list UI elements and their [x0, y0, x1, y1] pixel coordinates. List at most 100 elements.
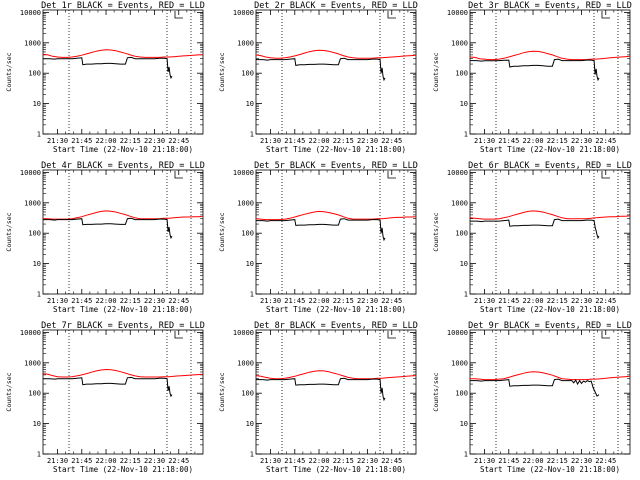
x-axis-label: Start Time (22-Nov-10 21:18:00) — [266, 145, 406, 154]
chart-panel-3: Det 3r BLACK = Events, RED = LLD 1 10 100 10… — [432, 1, 632, 154]
x-axis-label: Start Time (22-Nov-10 21:18:00) — [53, 465, 193, 474]
series-lld-line — [42, 49, 204, 58]
x-tick-label: 22:15 — [547, 137, 568, 145]
interval-marker — [174, 331, 183, 339]
x-tick-label: 22:00 — [95, 297, 116, 305]
x-tick-label: 21:30 — [474, 457, 495, 465]
x-tick-label: 22:45 — [381, 137, 402, 145]
y-tick-label: 1 — [250, 131, 254, 139]
chart-title: Det 6r BLACK = Events, RED = LLD — [468, 161, 632, 171]
y-tick-label: 100 — [455, 70, 468, 78]
y-tick-label: 1000 — [237, 359, 254, 367]
plot-frame — [42, 169, 204, 295]
x-tick-label: 21:30 — [260, 297, 281, 305]
y-tick-label: 10 — [33, 420, 41, 428]
y-tick-label: 1 — [250, 451, 254, 459]
x-tick-label: 22:15 — [120, 137, 141, 145]
x-tick-label: 22:15 — [333, 137, 354, 145]
series-lld-line — [470, 371, 631, 381]
chart-title: Det 4r BLACK = Events, RED = LLD — [41, 161, 205, 171]
x-tick-label: 22:45 — [381, 457, 402, 465]
x-tick-label: 22:00 — [308, 457, 329, 465]
y-tick-label: 10000 — [20, 329, 41, 337]
chart-panel-4: Det 4r BLACK = Events, RED = LLD 1 10 100 10… — [5, 161, 205, 314]
interval-marker — [387, 11, 396, 19]
x-tick-label: 22:15 — [333, 457, 354, 465]
y-tick-label: 10 — [246, 100, 254, 108]
x-tick-label: 22:30 — [144, 137, 165, 145]
x-tick-label: 22:45 — [381, 297, 402, 305]
x-tick-label: 22:30 — [357, 137, 378, 145]
x-tick-label: 22:45 — [168, 297, 189, 305]
x-tick-label: 22:00 — [308, 137, 329, 145]
series-events-line — [470, 378, 600, 397]
x-tick-label: 22:15 — [333, 297, 354, 305]
chart-title: Det 9r BLACK = Events, RED = LLD — [468, 321, 632, 331]
y-tick-label: 100 — [28, 230, 41, 238]
x-tick-label: 21:30 — [260, 457, 281, 465]
x-tick-label: 22:30 — [144, 457, 165, 465]
x-tick-label: 22:00 — [522, 297, 543, 305]
series-lld-line — [469, 210, 631, 220]
series-events-line — [256, 377, 386, 402]
y-tick-label: 10000 — [233, 9, 254, 17]
plot-frame — [469, 169, 631, 295]
x-tick-label: 22:30 — [571, 297, 592, 305]
x-tick-label: 21:45 — [498, 137, 519, 145]
x-axis-label: Start Time (22-Nov-10 21:18:00) — [480, 145, 620, 154]
x-tick-label: 22:45 — [168, 137, 189, 145]
plot-frame — [42, 9, 204, 135]
series-lld-line — [42, 368, 204, 378]
y-tick-label: 10000 — [447, 169, 468, 177]
y-axis-label: Counts/sec — [218, 372, 226, 411]
x-tick-label: 22:15 — [547, 457, 568, 465]
x-tick-label: 22:45 — [595, 297, 616, 305]
x-tick-label: 22:30 — [571, 137, 592, 145]
chart-panel-1: Det 1r BLACK = Events, RED = LLD 1 10 100 10… — [5, 1, 205, 154]
y-axis-label: Counts/sec — [432, 52, 440, 91]
x-tick-label: 21:30 — [260, 137, 281, 145]
y-tick-label: 1000 — [24, 199, 41, 207]
x-tick-label: 22:15 — [120, 297, 141, 305]
interval-marker — [601, 331, 610, 339]
x-axis-label: Start Time (22-Nov-10 21:18:00) — [480, 465, 620, 474]
x-tick-label: 22:00 — [522, 137, 543, 145]
y-axis-label: Counts/sec — [5, 372, 13, 411]
chart-panel-5: Det 5r BLACK = Events, RED = LLD 1 10 100 10… — [218, 161, 418, 314]
interval-marker — [387, 331, 396, 339]
interval-marker — [174, 11, 183, 19]
y-tick-label: 10000 — [233, 169, 254, 177]
x-tick-label: 21:30 — [47, 297, 68, 305]
series-lld-line — [43, 210, 204, 220]
y-tick-label: 1000 — [451, 359, 468, 367]
x-tick-label: 21:45 — [498, 297, 519, 305]
plot-frame — [255, 169, 417, 295]
x-tick-label: 21:45 — [498, 457, 519, 465]
series-events-line — [470, 218, 600, 240]
interval-marker — [601, 171, 610, 179]
x-tick-label: 22:00 — [522, 457, 543, 465]
y-axis-label: Counts/sec — [432, 372, 440, 411]
y-tick-label: 1 — [464, 291, 468, 299]
y-tick-label: 10 — [460, 260, 468, 268]
y-tick-label: 100 — [28, 390, 41, 398]
x-tick-label: 22:00 — [95, 457, 116, 465]
y-tick-label: 1000 — [237, 39, 254, 47]
series-events-line — [43, 217, 173, 240]
x-tick-label: 22:00 — [308, 297, 329, 305]
y-axis-label: Counts/sec — [218, 212, 226, 251]
chart-title: Det 8r BLACK = Events, RED = LLD — [254, 321, 418, 331]
x-axis-label: Start Time (22-Nov-10 21:18:00) — [480, 305, 620, 314]
x-tick-label: 22:30 — [357, 457, 378, 465]
y-tick-label: 1000 — [237, 199, 254, 207]
y-tick-label: 1000 — [24, 39, 41, 47]
y-tick-label: 10000 — [447, 9, 468, 17]
chart-panel-2: Det 2r BLACK = Events, RED = LLD 1 10 100 10… — [218, 1, 418, 154]
y-tick-label: 100 — [455, 390, 468, 398]
series-events-line — [470, 58, 600, 82]
x-tick-label: 21:45 — [284, 297, 305, 305]
chart-title: Det 1r BLACK = Events, RED = LLD — [41, 1, 205, 11]
series-lld-line — [255, 370, 417, 380]
y-tick-label: 10000 — [447, 329, 468, 337]
series-events-line — [43, 56, 173, 80]
